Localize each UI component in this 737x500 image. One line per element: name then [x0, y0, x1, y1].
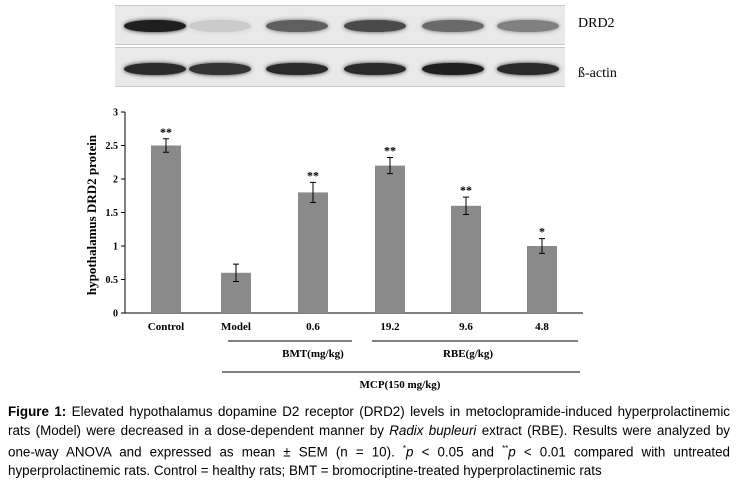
x-category-label: 19.2: [380, 321, 400, 333]
y-tick-label: 1: [113, 242, 118, 253]
bar: [151, 145, 181, 313]
blot-band: [344, 63, 406, 75]
blot-band: [124, 63, 186, 75]
significance-marker: *: [539, 225, 545, 239]
blot-band: [124, 20, 186, 32]
bar: [451, 205, 481, 313]
caption-italic: p: [508, 444, 516, 460]
caption-superscript: *: [402, 444, 407, 454]
x-category-label: Model: [221, 321, 251, 333]
blot-band: [422, 63, 484, 75]
western-blot-beta-actin: [115, 47, 565, 87]
group-label: MCP(150 mg/kg): [360, 379, 441, 391]
caption-text: Elevated hypothalamus dopamine D2 recept…: [8, 404, 730, 438]
blot-band: [189, 63, 251, 75]
blot-band: [344, 20, 406, 32]
y-axis-label: hypothalamus DRD2 protein: [84, 134, 99, 295]
y-tick-label: 0.5: [106, 275, 119, 286]
error-bar: [163, 138, 169, 153]
blot-band: [266, 63, 328, 75]
bar-chart: 00.511.522.53 ********* Control Model 0.6 1…: [84, 108, 583, 391]
y-tick-label: 3: [113, 108, 118, 119]
error-bar: [463, 196, 469, 216]
western-blot-drd2: [115, 5, 565, 45]
error-bar: [233, 263, 239, 283]
y-tick-label: 0: [113, 309, 118, 320]
blot-band: [422, 20, 484, 32]
significance-marker: **: [460, 183, 472, 197]
error-bar: [387, 157, 393, 175]
caption-superscript: **: [502, 444, 509, 454]
blot-label-drd2: DRD2: [578, 16, 615, 31]
caption-italic: p: [406, 444, 414, 460]
y-tick-label: 2.5: [106, 141, 119, 152]
bar: [375, 165, 405, 313]
blot-band: [189, 20, 251, 32]
caption-text: extract (RBE). Results were analyzed by …: [8, 422, 730, 460]
caption-text: < 0.01 compared with untreated hyperprol…: [8, 444, 731, 479]
y-tick-label: 2: [113, 175, 118, 186]
significance-marker: **: [384, 144, 396, 158]
error-bar: [310, 181, 316, 203]
group-label: BMT(mg/kg): [282, 348, 344, 360]
bar: [527, 246, 557, 313]
significance-marker: **: [307, 168, 319, 182]
figure-caption: Figure 1: Elevated hypothalamus dopamine…: [8, 403, 730, 481]
significance-marker: **: [160, 125, 172, 139]
blot-band: [266, 20, 328, 32]
blot-band: [497, 63, 559, 75]
y-tick-label: 1.5: [106, 208, 119, 219]
error-bar: [539, 238, 545, 254]
x-category-label: 9.6: [459, 321, 473, 333]
bar: [298, 192, 328, 313]
x-category-label: Control: [148, 321, 184, 333]
blot-label-beta-actin: ß-actin: [578, 66, 617, 81]
caption-italic: Radix bupleuri: [389, 422, 477, 438]
x-category-label: 0.6: [306, 321, 320, 333]
x-category-label: 4.8: [535, 321, 549, 333]
caption-text: < 0.05 and: [413, 444, 503, 460]
group-label: RBE(g/kg): [443, 348, 493, 360]
caption-label: Figure 1:: [8, 404, 67, 419]
blot-band: [497, 20, 559, 32]
